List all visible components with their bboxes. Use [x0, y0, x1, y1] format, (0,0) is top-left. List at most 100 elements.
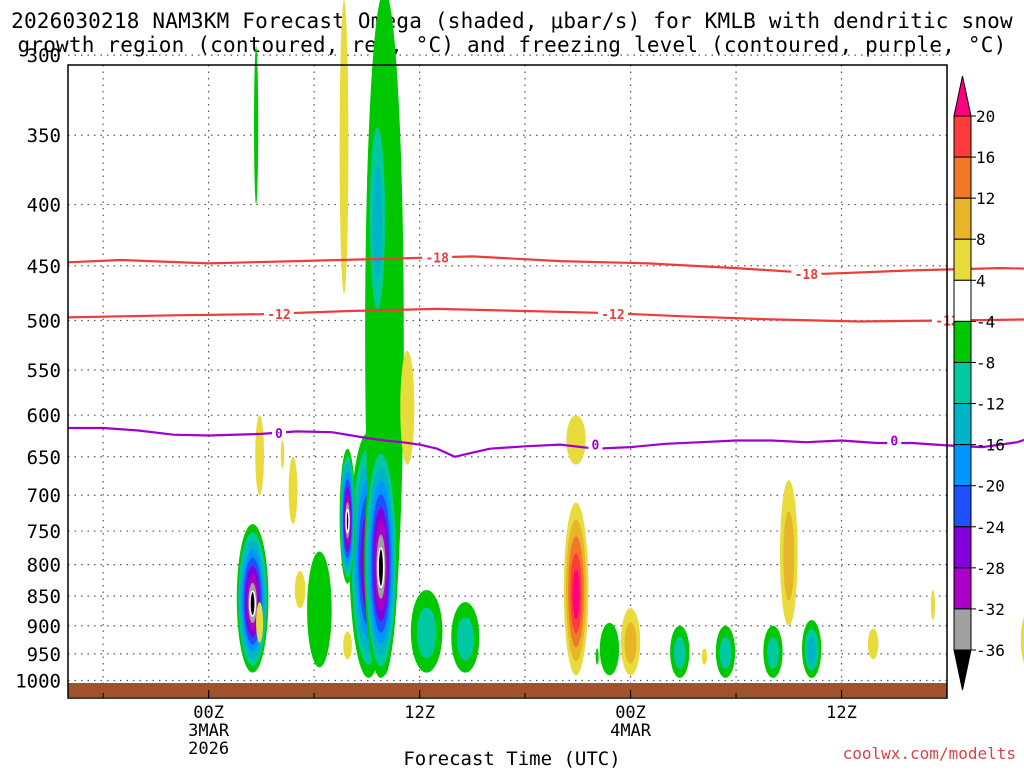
omega-contour-8: [624, 622, 637, 664]
contour-label: -18: [795, 268, 819, 283]
colorbar-max-arrow: [953, 75, 972, 117]
omega-contour-4: [339, 0, 349, 294]
contour-label-bg: [597, 306, 628, 321]
y-tick-label: 500: [27, 310, 61, 332]
contour-label-bg: [422, 249, 453, 264]
contour-line: [67, 255, 1024, 275]
colorbar-swatch: [953, 238, 972, 281]
omega-contour-20: [572, 569, 580, 620]
y-tick-label: 450: [27, 256, 61, 278]
colorbar-label: -12: [976, 395, 1005, 414]
y-tick-label: 1000: [15, 671, 61, 693]
omega-contour-neg4: [307, 551, 332, 668]
colorbar-swatch: [953, 320, 972, 363]
contour-freezing-level: 0 0 0: [68, 425, 1024, 458]
colorbar-label: 20: [976, 107, 995, 126]
omega-contour-neg8: [673, 636, 686, 669]
y-tick-label: 750: [27, 521, 61, 543]
y-tick-label: 950: [27, 644, 61, 666]
omega-contour-4: [701, 648, 708, 665]
x-tick-label: 12Z: [826, 703, 857, 723]
omega-contour-neg12: [372, 165, 383, 278]
omega-contour-neg12: [807, 637, 816, 664]
x-tick-label: 4MAR: [610, 721, 652, 741]
omega-contour-neg8: [767, 636, 779, 669]
colorbar-label: 16: [976, 148, 995, 167]
colorbar-swatch: [953, 361, 972, 405]
omega-contour-4: [400, 350, 415, 465]
colorbar: 20 16 12 8 4 -4 -8 -12 -16 -20 -24 -28 -32 -36: [953, 75, 1005, 691]
omega-shading: [236, 0, 1024, 678]
colorbar-swatch: [953, 197, 972, 240]
colorbar-label: -8: [976, 353, 995, 372]
colorbar-swatch: [953, 567, 972, 610]
omega-contour-4: [280, 440, 285, 469]
omega-contour-4: [566, 415, 586, 465]
colorbar-swatch: [953, 279, 972, 322]
colorbar-label: -28: [976, 559, 1005, 578]
colorbar-swatch: [953, 444, 972, 487]
ground-strip: [68, 683, 947, 697]
y-tick-label: 600: [27, 405, 61, 427]
x-tick-label: 12Z: [404, 703, 435, 723]
omega-contour-neg4: [599, 622, 620, 676]
omega-contour-neg4: [595, 648, 599, 665]
omega-contour-neg36: [345, 509, 350, 534]
y-tick-label: 800: [27, 555, 61, 577]
colorbar-label: 12: [976, 189, 995, 208]
x-tick-label: 3MAR: [188, 721, 230, 741]
y-tick-label: 300: [27, 45, 61, 67]
colorbar-swatch: [953, 485, 972, 528]
x-axis-label: Forecast Time (UTC): [403, 748, 621, 770]
colorbar-label: -20: [976, 477, 1005, 496]
chart-title-line-2: growth region (contoured, red, °C) and f…: [17, 33, 1007, 57]
omega-contour-4: [255, 415, 265, 496]
y-tick-label: 650: [27, 447, 61, 469]
contour-label: -18: [425, 252, 449, 267]
colorbar-min-arrow: [953, 649, 972, 691]
y-tick-label: 350: [27, 125, 61, 147]
contour-label-bg: [263, 306, 294, 321]
omega-contour-4: [867, 628, 879, 660]
contour-label-bg: [588, 436, 603, 451]
colorbar-label: -24: [976, 518, 1005, 537]
contour-label: 0: [275, 427, 283, 442]
plot-area: [68, 65, 947, 698]
y-tick-label: 850: [27, 586, 61, 608]
omega-contour-neg8: [416, 607, 437, 659]
colorbar-label: -36: [976, 641, 1005, 660]
x-tick-label: 2026: [188, 739, 229, 759]
contour-label: 0: [591, 439, 599, 454]
omega-contour-8: [783, 511, 795, 601]
colorbar-swatch: [953, 115, 972, 158]
contour-label: 0: [890, 435, 898, 450]
contour-label: -12: [601, 308, 624, 323]
colorbar-label: -4: [976, 312, 995, 331]
contour-line: [68, 426, 1024, 458]
omega-contour-4: [288, 456, 298, 525]
omega-contour-4: [1020, 616, 1024, 664]
x-tick-label: 00Z: [615, 703, 646, 723]
colorbar-label: -16: [976, 436, 1005, 455]
contour-label: -12: [267, 308, 290, 323]
colorbar-label: 4: [976, 271, 986, 290]
contour-dgz-neg18: -18 -18: [67, 249, 1024, 283]
omega-contour-neg36: [249, 590, 256, 617]
source-credit: coolwx.com/modelts: [842, 744, 1016, 763]
colorbar-swatch: [953, 403, 972, 446]
colorbar-label: -32: [976, 600, 1005, 619]
colorbar-label: 8: [976, 230, 986, 249]
y-tick-label: 550: [27, 360, 61, 382]
omega-contour-4: [294, 571, 306, 609]
y-tick-label: 700: [27, 485, 61, 507]
omega-contour-neg4: [253, 46, 259, 205]
omega-contour-neg8: [719, 636, 732, 669]
omega-contour-4: [930, 589, 936, 620]
contour-label-bg: [271, 425, 286, 440]
chart-title-line-1: 2026030218 NAM3KM Forecast Omega (shaded…: [11, 9, 1013, 33]
y-tick-label: 900: [27, 616, 61, 638]
colorbar-swatch: [953, 526, 972, 569]
colorbar-swatch: [953, 156, 972, 199]
colorbar-swatch: [953, 608, 972, 651]
